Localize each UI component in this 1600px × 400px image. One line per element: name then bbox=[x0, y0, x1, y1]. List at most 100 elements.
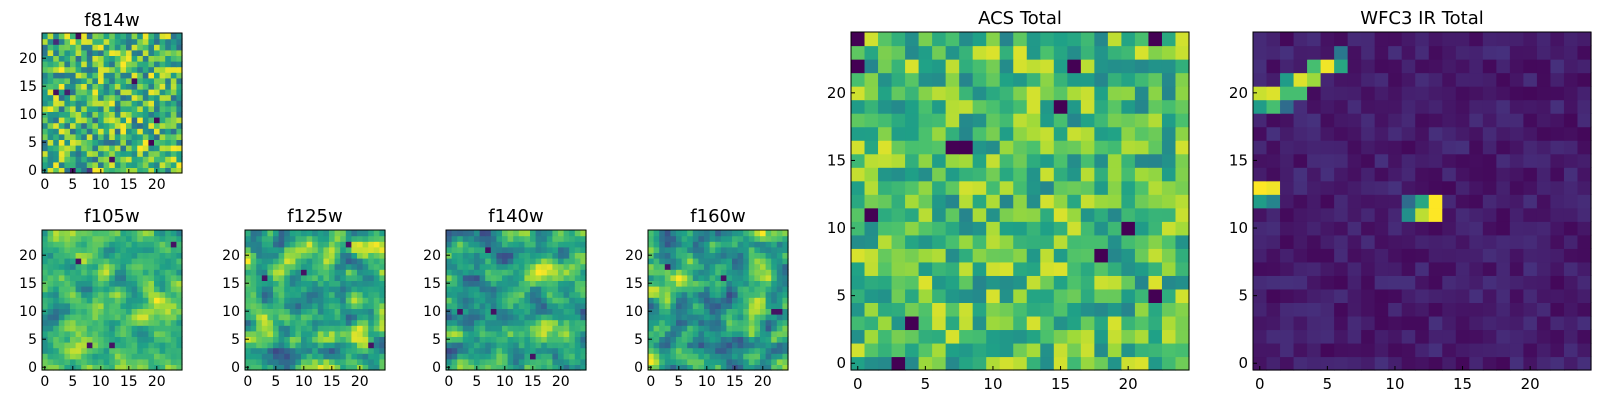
heatmap-cell bbox=[351, 235, 358, 242]
heatmap-cell bbox=[558, 347, 565, 354]
heatmap-cell bbox=[574, 308, 581, 315]
heatmap-cell bbox=[58, 336, 65, 343]
heatmap-cell bbox=[53, 342, 60, 349]
heatmap-cell bbox=[1509, 99, 1524, 114]
heatmap-cell bbox=[53, 353, 60, 360]
heatmap-cell bbox=[676, 319, 683, 326]
heatmap-cell bbox=[743, 263, 750, 270]
heatmap-cell bbox=[574, 241, 581, 248]
heatmap-cell bbox=[148, 353, 155, 360]
heatmap-cell bbox=[1496, 86, 1511, 101]
heatmap-cell bbox=[142, 297, 149, 304]
heatmap-cell bbox=[1334, 45, 1349, 60]
heatmap-cell bbox=[1080, 99, 1095, 114]
heatmap-cell bbox=[580, 291, 587, 298]
heatmap-cell bbox=[496, 314, 503, 321]
heatmap-cell bbox=[64, 230, 71, 237]
heatmap-cell bbox=[1577, 194, 1592, 209]
heatmap-cell bbox=[114, 364, 121, 371]
heatmap-cell bbox=[760, 286, 767, 293]
heatmap-cell bbox=[1067, 113, 1082, 128]
heatmap-cell bbox=[1161, 180, 1177, 195]
heatmap-cell bbox=[552, 308, 559, 315]
heatmap-cell bbox=[704, 330, 711, 337]
heatmap-cell bbox=[81, 319, 88, 326]
heatmap-cell bbox=[446, 319, 453, 326]
heatmap-cell bbox=[1040, 207, 1055, 222]
heatmap-cell bbox=[159, 269, 166, 276]
heatmap-cell bbox=[905, 126, 920, 141]
heatmap-cell bbox=[114, 314, 121, 321]
heatmap-cell bbox=[142, 314, 149, 321]
heatmap-cell bbox=[715, 246, 722, 253]
heatmap-cell bbox=[329, 308, 336, 315]
heatmap-cell bbox=[1067, 342, 1082, 358]
heatmap-cell bbox=[70, 139, 77, 146]
heatmap-cell bbox=[334, 358, 341, 365]
y-tick-label: 15 bbox=[827, 151, 846, 169]
heatmap-cell bbox=[334, 246, 341, 253]
heatmap-cell bbox=[1040, 342, 1055, 358]
heatmap-cell bbox=[1482, 234, 1497, 249]
heatmap-cell bbox=[1563, 342, 1579, 358]
heatmap-cell bbox=[1428, 342, 1443, 358]
heatmap-cell bbox=[131, 145, 138, 152]
heatmap-cell bbox=[92, 258, 99, 265]
heatmap-cell bbox=[1148, 342, 1163, 358]
heatmap-cell bbox=[1482, 221, 1497, 236]
heatmap-cell bbox=[546, 291, 553, 298]
heatmap-cell bbox=[715, 319, 722, 326]
heatmap-cell bbox=[70, 150, 77, 157]
heatmap-cell bbox=[676, 246, 683, 253]
heatmap-cell bbox=[47, 297, 54, 304]
heatmap-cell bbox=[546, 308, 553, 315]
heatmap-cell bbox=[535, 358, 542, 365]
heatmap-cell bbox=[1347, 234, 1362, 249]
heatmap-cell bbox=[905, 288, 920, 303]
heatmap-cell bbox=[670, 325, 677, 332]
heatmap-cell bbox=[524, 314, 531, 321]
heatmap-cell bbox=[524, 319, 531, 326]
y-tick-label: 15 bbox=[423, 276, 441, 292]
heatmap-cell bbox=[170, 286, 177, 293]
heatmap-cell bbox=[457, 263, 464, 270]
heatmap-cell bbox=[312, 364, 319, 371]
heatmap-cell bbox=[558, 291, 565, 298]
heatmap-cell bbox=[563, 230, 570, 237]
heatmap-cell bbox=[1107, 248, 1122, 263]
heatmap-cell bbox=[748, 325, 755, 332]
heatmap-cell bbox=[1307, 261, 1322, 276]
heatmap-cell bbox=[295, 263, 302, 270]
heatmap-cell bbox=[1577, 221, 1592, 236]
heatmap-cell bbox=[120, 246, 127, 253]
heatmap-cell bbox=[851, 32, 866, 47]
heatmap-cell bbox=[530, 325, 537, 332]
heatmap-cell bbox=[574, 302, 581, 309]
heatmap-cell bbox=[126, 111, 133, 118]
heatmap-cell bbox=[1134, 329, 1150, 344]
heatmap-cell bbox=[851, 45, 866, 60]
heatmap-cell bbox=[176, 38, 183, 45]
heatmap-cell bbox=[1053, 342, 1068, 358]
heatmap-cell bbox=[81, 122, 88, 129]
heatmap-cell bbox=[552, 342, 559, 349]
heatmap-cell bbox=[1334, 153, 1349, 168]
heatmap-cell bbox=[1080, 194, 1095, 209]
heatmap-cell bbox=[351, 274, 358, 281]
heatmap-cell bbox=[245, 358, 252, 365]
heatmap-cell bbox=[1455, 126, 1470, 141]
heatmap-cell bbox=[70, 156, 77, 163]
heatmap-cell bbox=[1496, 221, 1511, 236]
heatmap-cell bbox=[1455, 288, 1470, 303]
heatmap-cell bbox=[64, 100, 71, 107]
heatmap-cell bbox=[776, 302, 783, 309]
heatmap-cell bbox=[1334, 59, 1349, 74]
heatmap-cell bbox=[1455, 45, 1470, 60]
heatmap-cell bbox=[75, 235, 82, 242]
heatmap-cell bbox=[1080, 32, 1095, 47]
heatmap-cell bbox=[103, 49, 110, 56]
heatmap-cell bbox=[1509, 140, 1524, 155]
heatmap-cell bbox=[864, 207, 879, 222]
heatmap-cell bbox=[154, 83, 161, 90]
heatmap-cell bbox=[1253, 59, 1268, 74]
